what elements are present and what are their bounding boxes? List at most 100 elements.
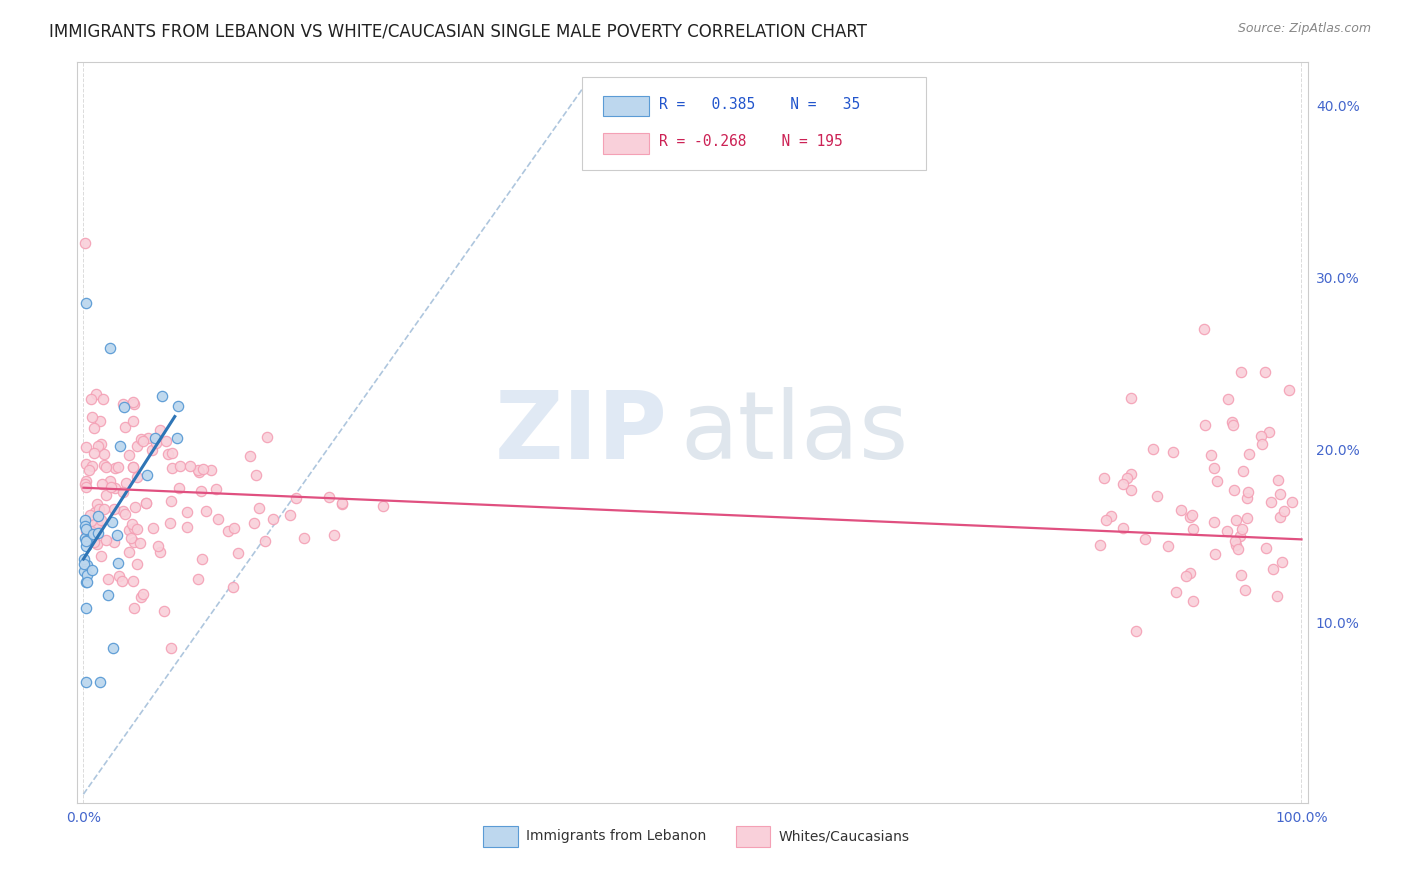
Point	[1204, 515, 1226, 529]
Point	[122, 459, 145, 474]
Point	[1178, 509, 1201, 524]
Point	[80, 458, 103, 473]
Point	[191, 552, 214, 566]
Point	[187, 572, 209, 586]
Point	[104, 461, 127, 475]
Point	[103, 481, 125, 495]
Point	[108, 568, 131, 582]
Point	[1204, 547, 1226, 561]
Point	[204, 483, 226, 497]
Point	[80, 514, 103, 528]
Point	[122, 395, 145, 409]
Point	[1271, 554, 1294, 568]
Point	[169, 458, 191, 473]
Point	[160, 640, 183, 655]
FancyBboxPatch shape	[735, 827, 770, 847]
Point	[75, 474, 97, 488]
Point	[1201, 448, 1223, 462]
Point	[191, 462, 214, 476]
Point	[318, 491, 340, 505]
Point	[89, 675, 111, 690]
Point	[76, 524, 98, 538]
Point	[1258, 425, 1281, 440]
Point	[1229, 567, 1251, 582]
Point	[107, 556, 129, 570]
Point	[1133, 533, 1156, 547]
Point	[1225, 533, 1247, 548]
Text: Source: ZipAtlas.com: Source: ZipAtlas.com	[1237, 22, 1371, 36]
Point	[76, 558, 98, 572]
Point	[1157, 540, 1180, 554]
Point	[1088, 539, 1111, 553]
Point	[75, 477, 97, 491]
Point	[330, 496, 353, 510]
Point	[157, 447, 180, 461]
Point	[87, 501, 110, 516]
Point	[98, 474, 121, 488]
Point	[132, 434, 155, 448]
Point	[1099, 509, 1122, 524]
Point	[107, 460, 129, 475]
Point	[87, 439, 110, 453]
Point	[166, 399, 188, 413]
Point	[243, 516, 266, 530]
Point	[159, 516, 181, 530]
Point	[94, 488, 117, 502]
Point	[93, 501, 115, 516]
Point	[75, 574, 97, 589]
Point	[1229, 365, 1251, 379]
Point	[131, 591, 153, 605]
Point	[1233, 582, 1256, 597]
Point	[166, 431, 188, 445]
Text: Immigrants from Lebanon: Immigrants from Lebanon	[526, 830, 707, 843]
Point	[86, 509, 108, 524]
Point	[94, 460, 117, 475]
Point	[105, 528, 128, 542]
Point	[83, 421, 105, 435]
Point	[1278, 383, 1301, 397]
Point	[1232, 464, 1254, 478]
Point	[1146, 490, 1168, 504]
Point	[86, 525, 108, 540]
Point	[111, 397, 134, 411]
Point	[1236, 491, 1258, 505]
Point	[1112, 521, 1135, 535]
Point	[285, 491, 308, 505]
Point	[115, 476, 138, 491]
Point	[75, 601, 97, 615]
Point	[292, 531, 315, 545]
Point	[1254, 365, 1277, 379]
Point	[323, 528, 346, 542]
Point	[1161, 445, 1184, 459]
Point	[76, 533, 98, 548]
Point	[73, 236, 96, 251]
Point	[122, 574, 145, 588]
Point	[190, 484, 212, 499]
Point	[75, 539, 97, 553]
Point	[73, 519, 96, 533]
Point	[100, 480, 122, 494]
Point	[254, 534, 277, 549]
Point	[73, 557, 96, 571]
Point	[83, 535, 105, 549]
Point	[1181, 508, 1204, 523]
Point	[1174, 568, 1197, 582]
Point	[83, 522, 105, 536]
Point	[83, 446, 105, 460]
Point	[111, 484, 134, 499]
Text: ZIP: ZIP	[495, 386, 668, 479]
Point	[127, 522, 149, 536]
Point	[135, 496, 157, 510]
Point	[77, 463, 100, 477]
Point	[75, 440, 97, 454]
Point	[82, 526, 104, 541]
Text: atlas: atlas	[681, 386, 908, 479]
Point	[93, 447, 115, 461]
Point	[142, 521, 165, 535]
Point	[124, 535, 146, 549]
Point	[90, 513, 112, 527]
Point	[152, 604, 174, 618]
Point	[162, 446, 184, 460]
Point	[262, 512, 284, 526]
Point	[155, 434, 177, 449]
